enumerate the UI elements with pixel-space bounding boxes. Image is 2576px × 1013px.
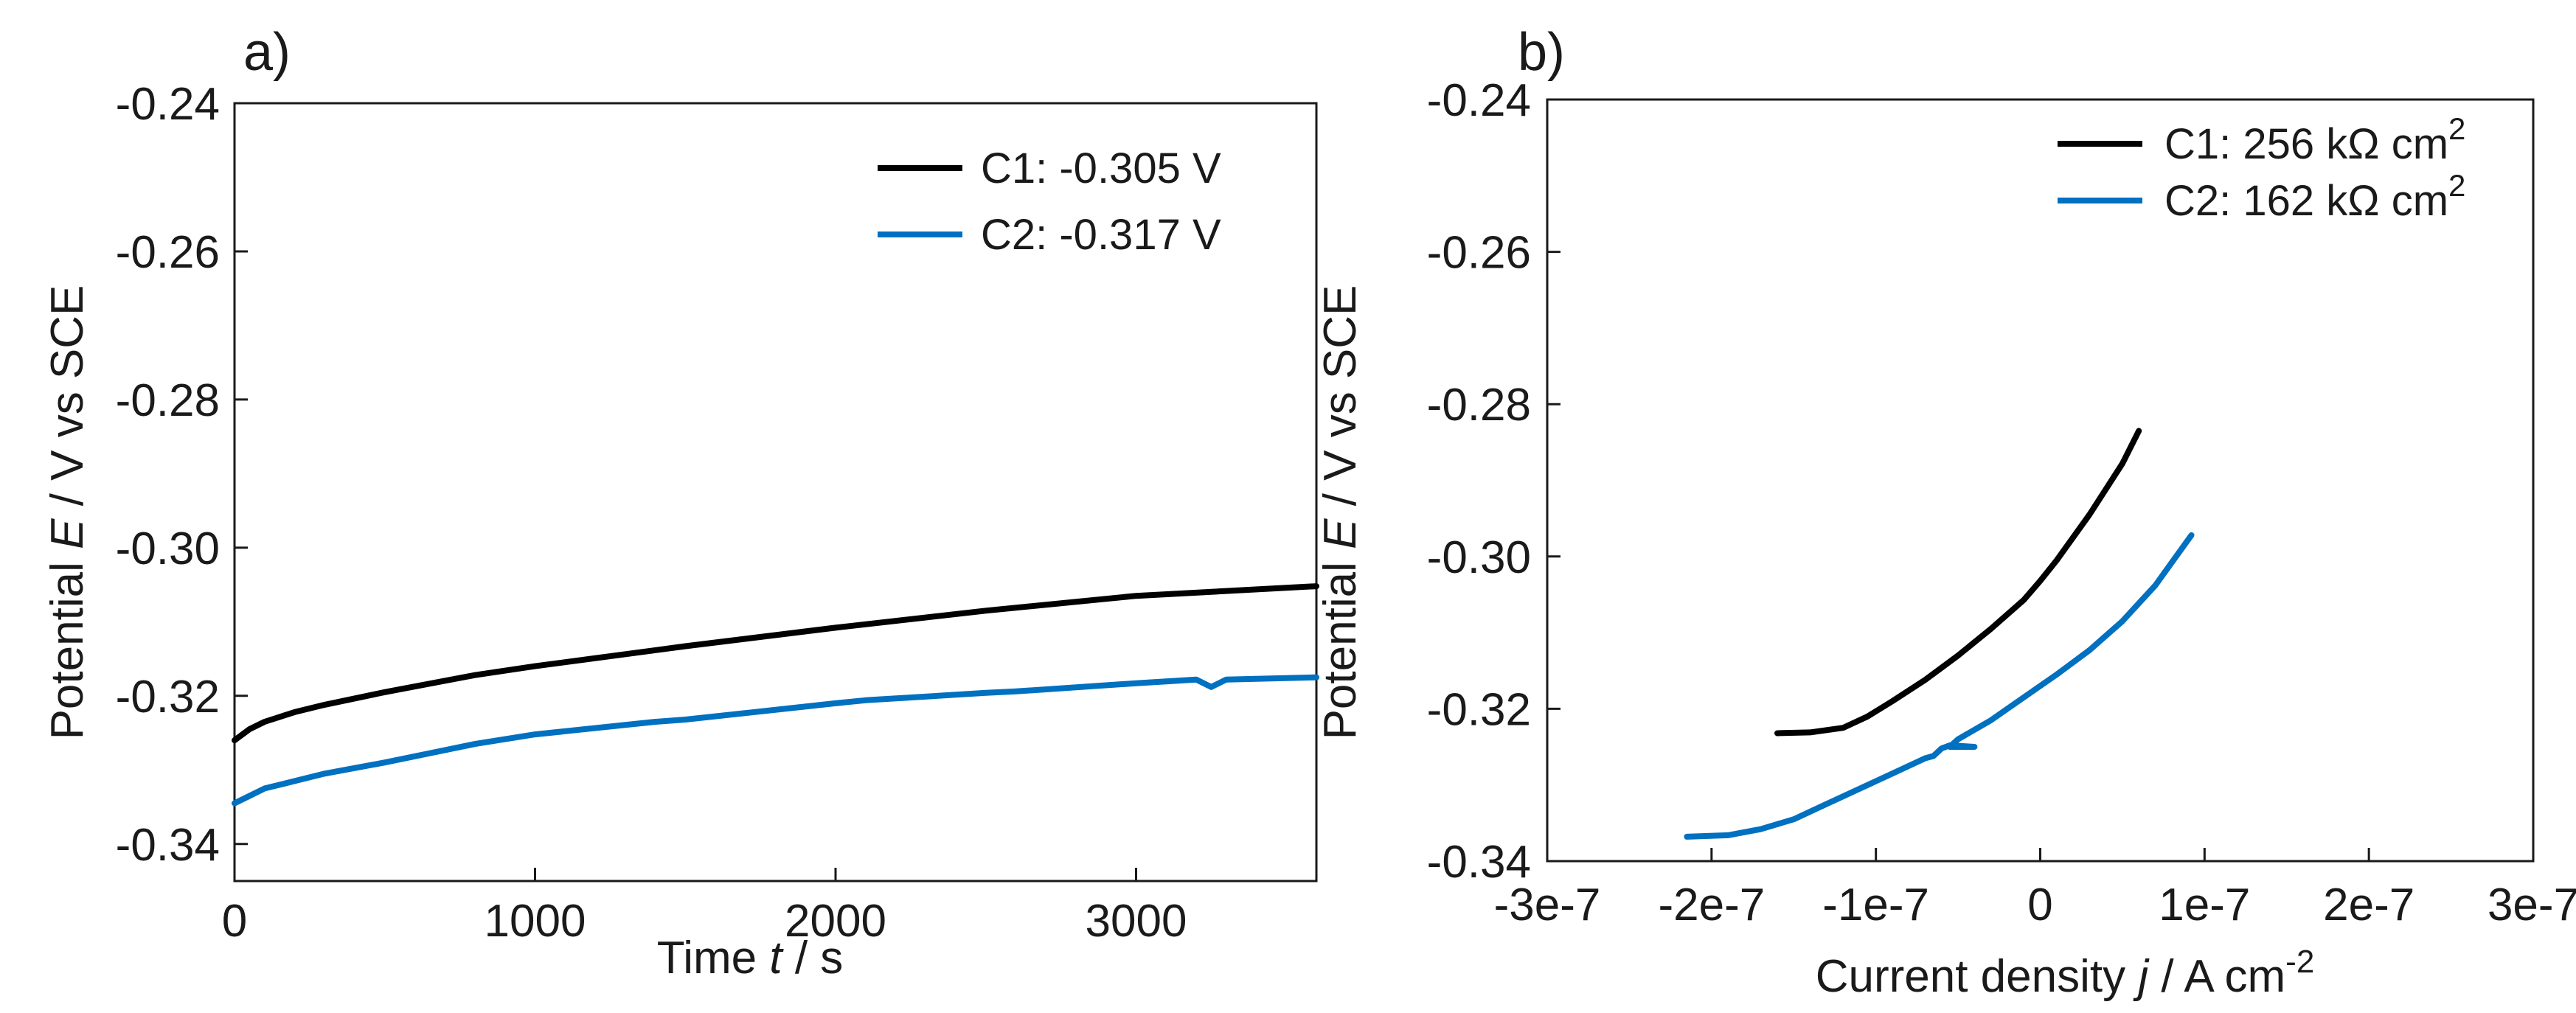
- panel-b-y-ticks: -0.34 -0.32 -0.30 -0.28 -0.26 -0.24: [1427, 75, 1560, 888]
- x-tick-label: 2e-7: [2323, 880, 2414, 930]
- x-tick-label: 0: [2027, 880, 2052, 930]
- legend-label-c1: C1: 256 kΩ cm2: [2164, 111, 2465, 168]
- series-line-c1: [232, 583, 1319, 744]
- x-tick-label: 1000: [485, 896, 586, 947]
- y-tick-label: -0.28: [1427, 380, 1531, 431]
- legend-label-c2: C2: -0.317 V: [981, 211, 1221, 259]
- y-tick-label: -0.26: [1427, 228, 1531, 279]
- y-tick-label: -0.28: [116, 375, 220, 426]
- x-tick-label: -2e-7: [1658, 880, 1765, 930]
- x-tick-label: 3e-7: [2488, 880, 2576, 930]
- panel-a-y-ticks: -0.34 -0.32 -0.30 -0.28 -0.26 -0.24: [116, 79, 248, 871]
- x-tick-label: 1e-7: [2159, 880, 2250, 930]
- panel-a-x-ticks: 0 1000 2000 3000: [222, 868, 1187, 947]
- panel-b: b) -0.34-0.32-0.30-0.28-0.26-0.24 -3e-7-…: [1315, 23, 2576, 1002]
- x-tick-label: 2000: [785, 896, 886, 947]
- x-tick-label: 0: [222, 896, 247, 947]
- series-line-c2: [1684, 532, 2195, 840]
- y-tick-label: -0.32: [1427, 684, 1531, 735]
- panel-b-x-ticks: -3e-7 -2e-7 -1e-7 0 1e-7 2e-7 3e-7: [1494, 848, 2576, 930]
- series-line-c1: [1774, 428, 2142, 737]
- y-tick-label: -0.32: [116, 672, 220, 723]
- panel-a-legend: C1: -0.305 V C2: -0.317 V: [878, 145, 1221, 259]
- panel-a-y-axis-title: Potential E / V vs SCE: [42, 285, 93, 740]
- panel-a-plot-frame: [233, 102, 1318, 883]
- panel-a-x-axis-title: Time t / s: [657, 933, 844, 984]
- panel-b-label: b): [1518, 23, 1565, 82]
- x-tick-label: 3000: [1086, 896, 1187, 947]
- series-line-c2: [232, 674, 1319, 807]
- x-tick-label: -3e-7: [1494, 880, 1601, 930]
- panel-b-series: [1684, 428, 2195, 840]
- legend-label-c2: C2: 162 kΩ cm2: [2164, 168, 2465, 225]
- y-tick-label: -0.24: [1427, 75, 1531, 126]
- panel-b-x-axis-title: Current density j / A cm-2: [1816, 944, 2315, 1002]
- panel-a-label: a): [243, 23, 291, 82]
- y-tick-label: -0.34: [116, 820, 220, 871]
- y-tick-label: -0.30: [116, 523, 220, 574]
- panel-b-y-axis-title: Potential E / V vs SCE: [1315, 285, 1366, 740]
- panel-a-series: [232, 583, 1319, 807]
- panel-a: a) -0.34 -0.32 -0.30 -0.28 -0.26 -0.24 0 1000 2…: [42, 23, 1319, 984]
- x-tick-label: -1e-7: [1822, 880, 1929, 930]
- y-tick-label: -0.34: [1427, 837, 1531, 888]
- y-tick-label: -0.30: [1427, 532, 1531, 583]
- y-tick-label: -0.26: [116, 227, 220, 278]
- y-tick-label: -0.24: [116, 79, 220, 130]
- legend-label-c1: C1: -0.305 V: [981, 145, 1221, 192]
- panel-b-legend: C1: 256 kΩ cm2 C2: 162 kΩ cm2: [2058, 111, 2465, 225]
